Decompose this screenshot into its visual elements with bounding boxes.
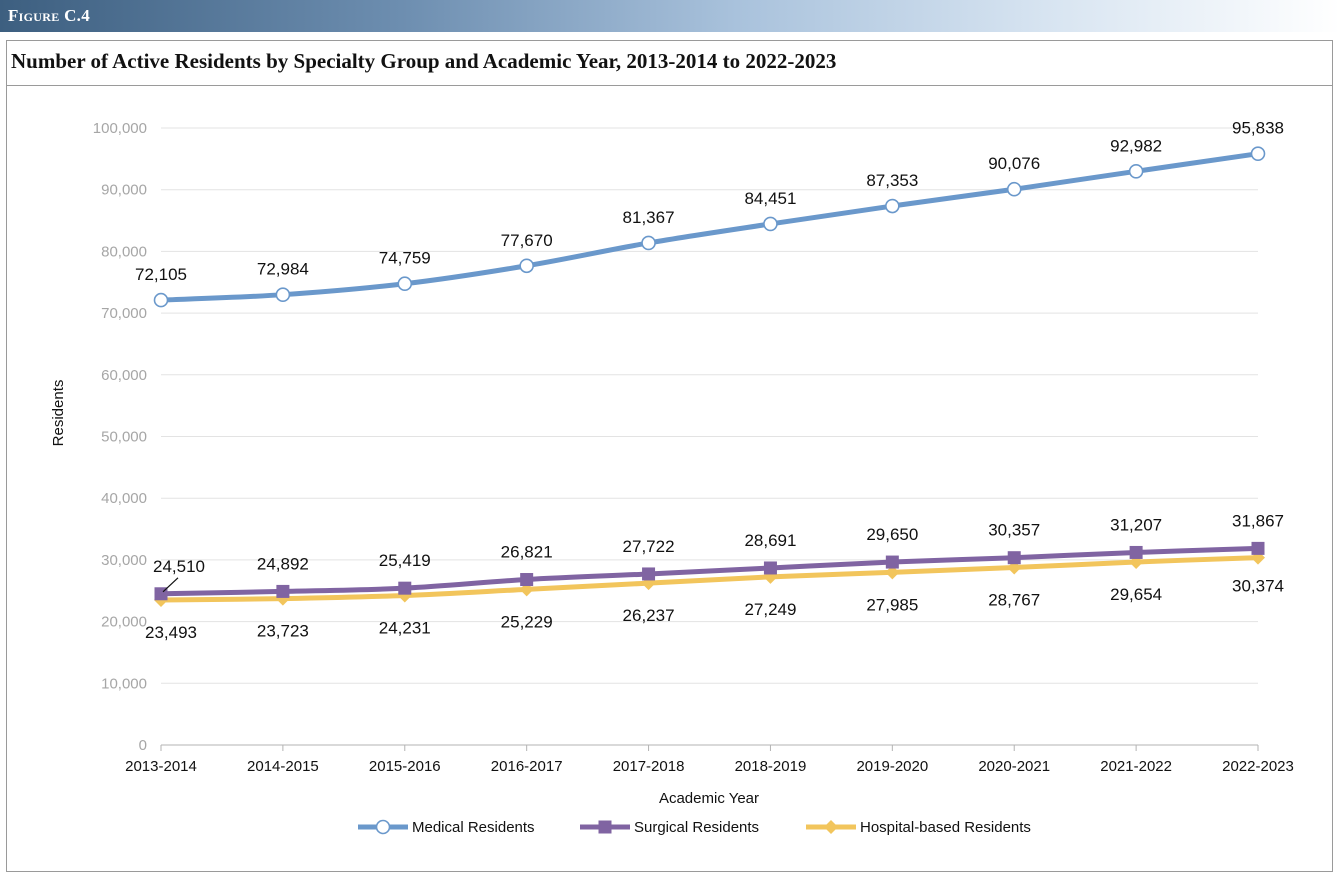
y-axis-ticks: 0 10,000 20,000 30,000 40,000 50,000 60,000 70,… xyxy=(93,120,147,754)
data-label: 30,374 xyxy=(1232,577,1284,596)
data-point xyxy=(885,555,899,569)
data-label: 74,759 xyxy=(379,249,431,268)
y-tick-label: 70,000 xyxy=(101,305,147,322)
data-label: 81,367 xyxy=(623,208,675,227)
data-label: 95,838 xyxy=(1232,119,1284,138)
x-axis-title: Academic Year xyxy=(659,790,759,807)
data-label: 84,451 xyxy=(744,189,796,208)
figure-title: Number of Active Residents by Specialty … xyxy=(11,49,837,73)
data-point xyxy=(519,258,534,274)
legend-marker xyxy=(824,820,838,834)
data-label: 23,493 xyxy=(145,623,197,642)
data-point xyxy=(763,216,778,232)
data-label: 25,419 xyxy=(379,551,431,570)
data-point xyxy=(397,276,413,292)
data-label: 29,650 xyxy=(866,525,918,544)
y-axis-title: Residents xyxy=(50,380,67,447)
legend-marker xyxy=(598,820,612,834)
data-label: 31,867 xyxy=(1232,511,1284,530)
data-label: 87,353 xyxy=(866,171,918,190)
x-tick-label: 2017-2018 xyxy=(613,758,685,775)
gridlines xyxy=(161,127,1258,684)
data-label: 92,982 xyxy=(1110,136,1162,155)
data-labels: 72,105 72,984 74,759 77,670 81,367 84,451 87,3… xyxy=(135,119,1284,642)
data-label: 29,654 xyxy=(1110,585,1162,604)
series-line xyxy=(158,545,1261,597)
data-point xyxy=(1251,541,1265,555)
figure-frame xyxy=(6,40,1333,872)
y-tick-label: 90,000 xyxy=(101,182,147,199)
data-point xyxy=(763,561,777,575)
data-label: 27,722 xyxy=(623,537,675,556)
y-tick-label: 80,000 xyxy=(101,243,147,260)
data-label: 24,231 xyxy=(379,618,431,637)
y-tick-label: 30,000 xyxy=(101,552,147,569)
data-point xyxy=(1250,146,1266,161)
x-tick-label: 2015-2016 xyxy=(369,758,441,775)
data-point xyxy=(1129,545,1143,559)
data-point xyxy=(885,565,900,580)
data-label: 23,723 xyxy=(257,622,309,641)
data-label: 28,691 xyxy=(744,531,796,550)
legend-marker xyxy=(375,819,391,835)
label-leader-line xyxy=(162,577,179,593)
title-divider xyxy=(6,85,1333,86)
series-group xyxy=(153,146,1266,608)
x-axis: 2013-2014 2014-2015 2015-2016 2016-2017 2017… xyxy=(125,744,1294,775)
data-label: 31,207 xyxy=(1110,515,1162,534)
series-line xyxy=(158,151,1261,303)
data-label: 28,767 xyxy=(988,591,1040,610)
data-label: 26,237 xyxy=(623,606,675,625)
data-point xyxy=(642,567,656,581)
data-label: 27,985 xyxy=(866,595,918,614)
data-point xyxy=(276,584,290,598)
data-point xyxy=(1128,164,1144,179)
data-point xyxy=(1007,551,1021,565)
figure-header-bar: Figure C.4 xyxy=(0,0,1340,32)
x-tick-label: 2020-2021 xyxy=(978,758,1050,775)
data-label: 26,821 xyxy=(501,543,553,562)
x-tick-label: 2013-2014 xyxy=(125,758,197,775)
data-point xyxy=(520,573,534,587)
y-tick-label: 20,000 xyxy=(101,614,147,631)
data-point xyxy=(153,292,169,308)
legend-label: Hospital-based Residents xyxy=(860,819,1031,836)
data-label: 72,105 xyxy=(135,265,187,284)
data-point xyxy=(885,198,900,214)
data-label: 77,670 xyxy=(501,231,553,250)
data-point xyxy=(275,287,291,302)
legend-label: Surgical Residents xyxy=(634,819,759,836)
y-tick-label: 50,000 xyxy=(101,429,147,446)
data-label: 27,249 xyxy=(744,600,796,619)
data-point xyxy=(398,581,412,595)
x-tick-label: 2016-2017 xyxy=(491,758,563,775)
data-label: 72,984 xyxy=(257,260,309,279)
data-point xyxy=(1006,181,1022,197)
x-tick-label: 2018-2019 xyxy=(735,758,807,775)
x-tick-label: 2022-2023 xyxy=(1222,758,1294,775)
legend-label: Medical Residents xyxy=(412,819,535,836)
y-tick-label: 60,000 xyxy=(101,367,147,384)
figure-label: Figure C.4 xyxy=(8,6,91,25)
x-tick-label: 2019-2020 xyxy=(856,758,928,775)
data-label: 90,076 xyxy=(988,154,1040,173)
y-tick-label: 40,000 xyxy=(101,490,147,507)
data-point xyxy=(641,235,656,251)
y-tick-label: 100,000 xyxy=(93,120,147,137)
legend: Medical Residents Surgical Residents Hospi… xyxy=(358,819,1031,836)
series-line xyxy=(158,555,1261,603)
data-label: 30,357 xyxy=(988,521,1040,540)
x-tick-label: 2014-2015 xyxy=(247,758,319,775)
data-label: 25,229 xyxy=(501,612,553,631)
y-tick-label: 0 xyxy=(139,737,147,754)
x-tick-label: 2021-2022 xyxy=(1100,758,1172,775)
data-label: 24,510 xyxy=(153,557,205,576)
data-label: 24,892 xyxy=(257,554,309,573)
y-tick-label: 10,000 xyxy=(101,675,147,692)
